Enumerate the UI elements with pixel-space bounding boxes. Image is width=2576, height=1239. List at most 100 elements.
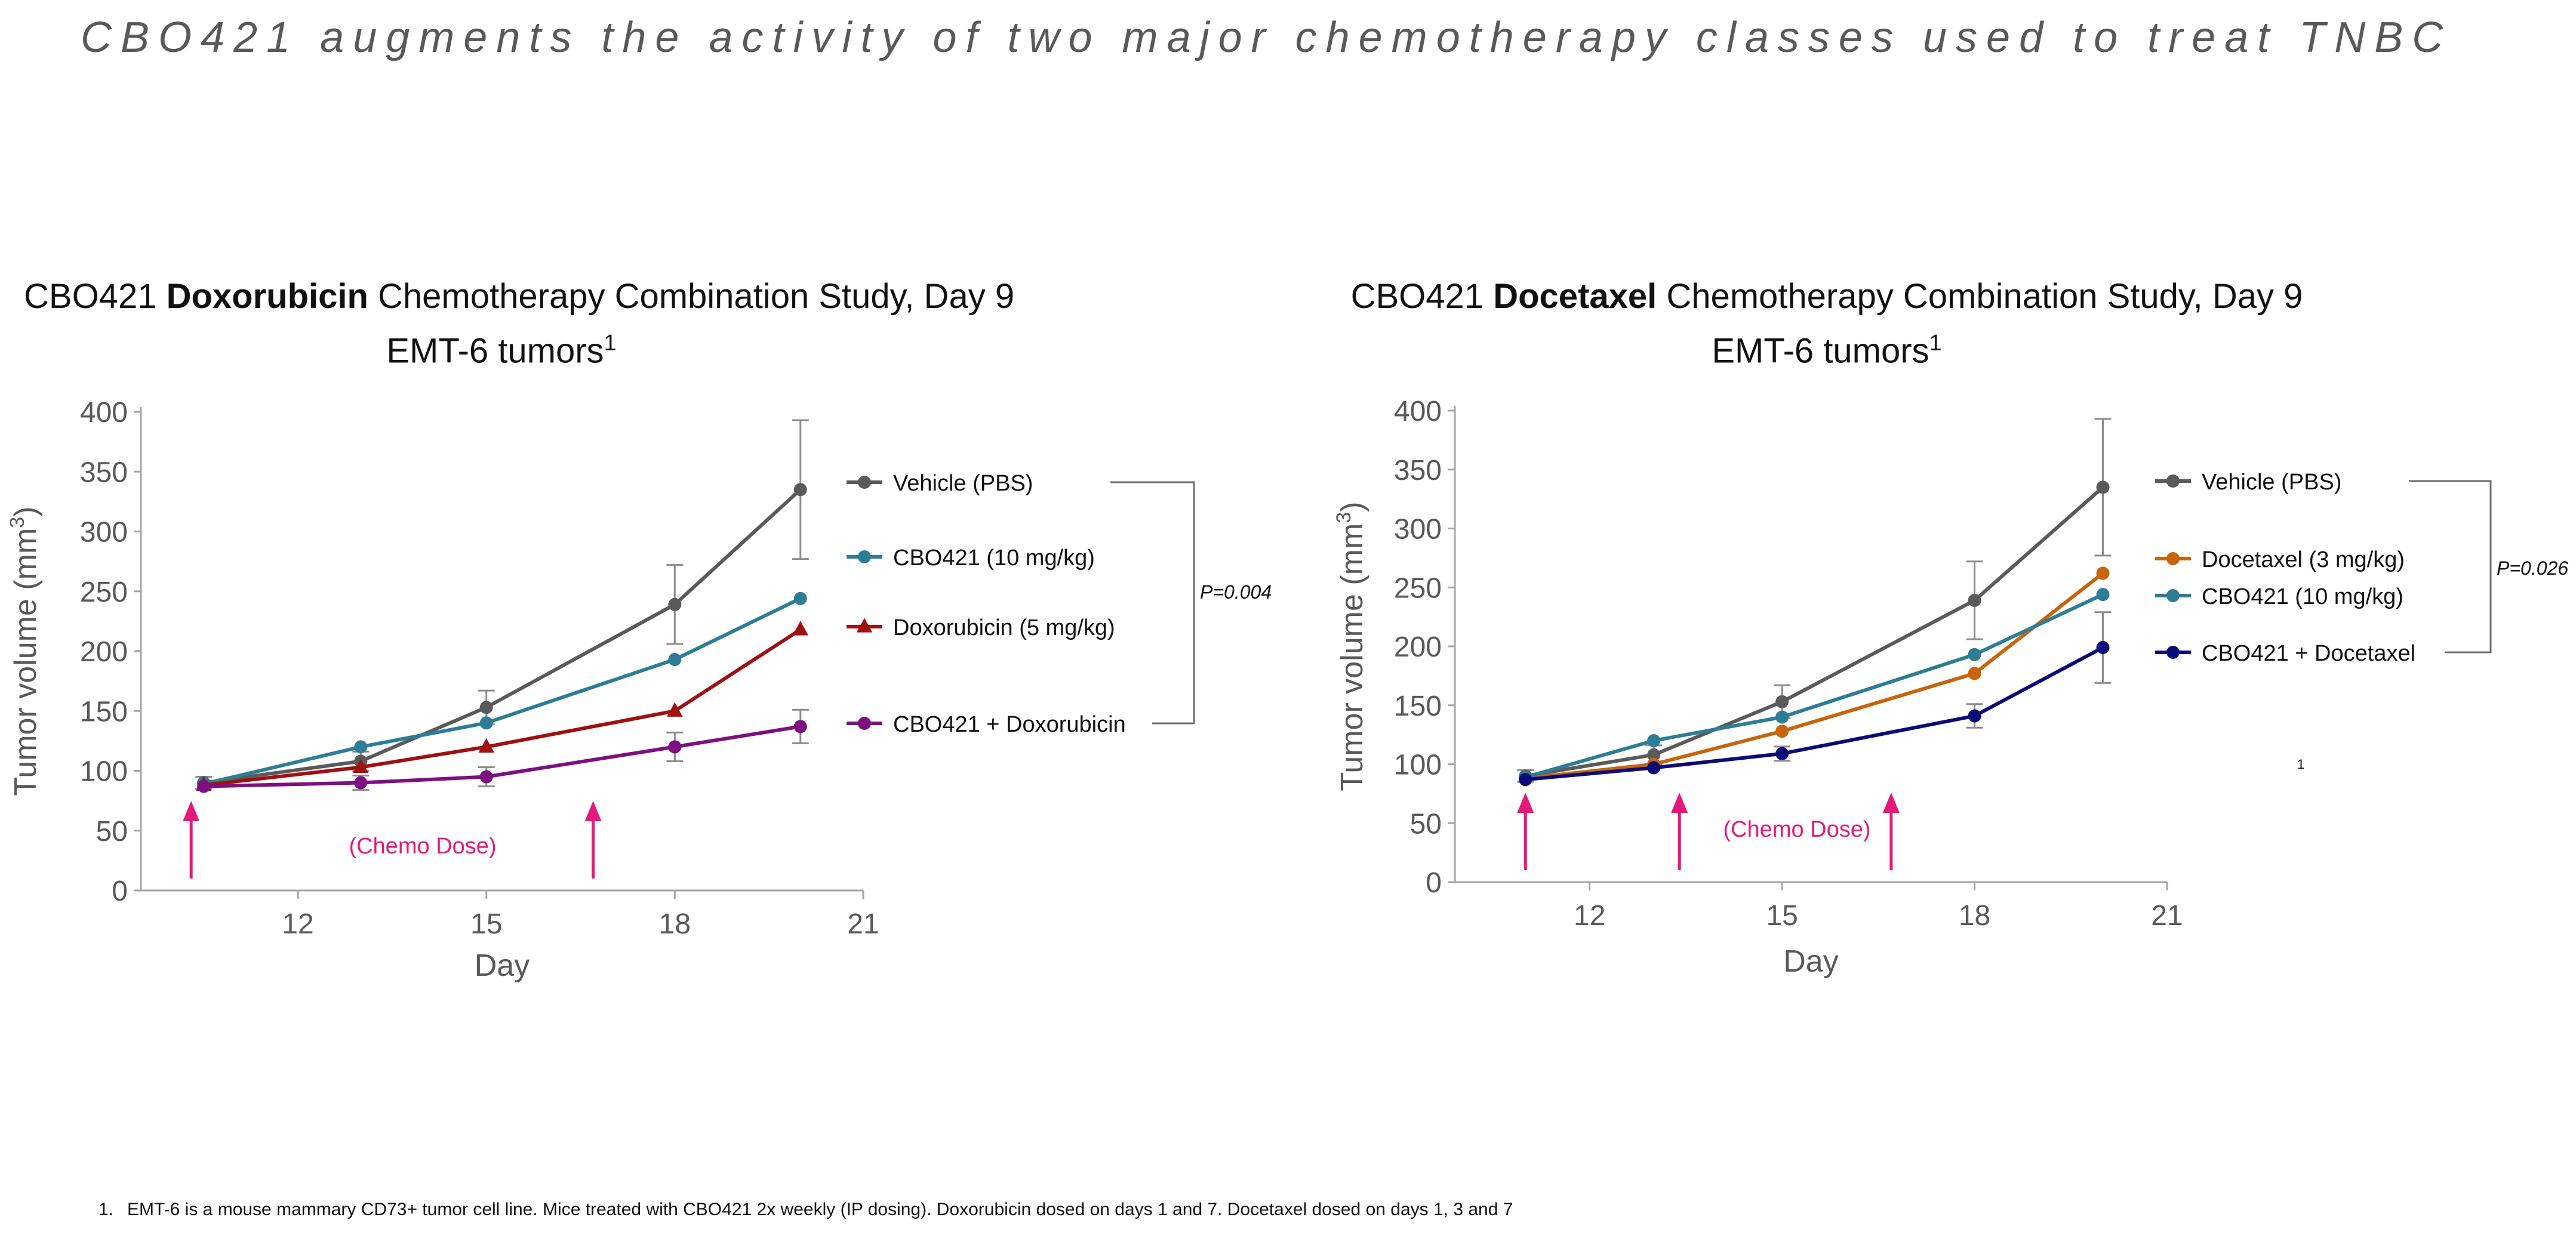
chart-1-y-tick-label: 100 bbox=[80, 756, 128, 788]
chart-1-dose-arrow-head bbox=[584, 801, 602, 821]
chart-1-series-1-point bbox=[479, 701, 493, 714]
chart-2-x-tick-label: 21 bbox=[2151, 900, 2183, 932]
chart-2-series-4-point bbox=[1519, 773, 1532, 787]
chart-1-series-4-point bbox=[668, 740, 682, 754]
chart-2-y-tick-label: 100 bbox=[1394, 750, 1442, 781]
chart-2-dose-arrow-head bbox=[1517, 793, 1534, 813]
footnote-number: 1. bbox=[99, 1200, 114, 1219]
chart-2-title-pre: CBO421 bbox=[1350, 277, 1494, 316]
chart-1-series-3-point bbox=[353, 758, 369, 773]
chart-1-series-1-point bbox=[793, 483, 807, 497]
chart-2-y-tick-label: 350 bbox=[1394, 455, 1442, 486]
chart-2-series-4-point bbox=[2096, 640, 2110, 654]
chart-1-title-bold: Doxorubicin bbox=[166, 277, 368, 316]
chart-1-subtitle: EMT-6 tumors bbox=[386, 331, 604, 371]
chart-1-y-axis-label-sup: 3 bbox=[6, 517, 29, 528]
chart-1-series-3-point bbox=[792, 621, 808, 636]
chart-1-y-axis-label-main: Tumor volume (mm bbox=[8, 528, 43, 796]
chart-1-y-tick-label: 400 bbox=[80, 397, 128, 429]
chart-2-y-tick-label: 250 bbox=[1394, 572, 1442, 604]
chart-2-legend-marker-2 bbox=[2166, 552, 2180, 565]
chart-2-x-axis-label: Day bbox=[1783, 944, 1838, 979]
chart-2-y-tick-label: 200 bbox=[1394, 631, 1442, 663]
chart-1-y-tick-label: 250 bbox=[80, 577, 128, 608]
page-title: CBO421 augments the activity of two majo… bbox=[81, 14, 2452, 61]
chart-2-y-axis-label-main: Tumor volume (mm bbox=[1335, 523, 1369, 791]
chart-1-p-value: P=0.004 bbox=[1200, 581, 1272, 603]
chart-2-series-3-point bbox=[2096, 588, 2110, 602]
chart-2-y-tick-label: 150 bbox=[1394, 691, 1442, 722]
chart-1-y-tick-label: 350 bbox=[80, 457, 128, 488]
chart-1-x-tick-label: 12 bbox=[282, 908, 313, 940]
chart-2-y-tick-label: 400 bbox=[1394, 396, 1442, 427]
chart-1-doxorubicin: 0 50 100 150 200 250 300 350 400 12 15 18 21 Day Tumor… bbox=[6, 397, 1272, 983]
chart-1-y-tick-label: 0 bbox=[112, 876, 128, 907]
chart-1-y-tick-label: 50 bbox=[96, 816, 128, 847]
chart-1-series-2-point bbox=[668, 653, 682, 667]
chart-2-series-4-point bbox=[1968, 709, 1981, 723]
chart-1-series-2-point bbox=[479, 716, 493, 730]
chart-2-series-4-point bbox=[1647, 761, 1661, 775]
chart-2-p-value: P=0.026 bbox=[2497, 557, 2568, 579]
chart-2-series-2-point bbox=[1775, 725, 1789, 738]
chart-2-dose-label: (Chemo Dose) bbox=[1723, 817, 1870, 842]
chart-2-series-line-1 bbox=[1525, 486, 2104, 778]
chart-1-x-tick-label: 15 bbox=[470, 908, 502, 940]
chart-2-y-axis-label-sup: 3 bbox=[1332, 512, 1355, 523]
chart-2-dose-arrow-head bbox=[1671, 793, 1688, 813]
chart-2-x-tick-label: 12 bbox=[1574, 900, 1605, 932]
chart-1-series-2-point bbox=[354, 740, 368, 754]
chart-1-legend-label-3: Doxorubicin (5 mg/kg) bbox=[893, 615, 1115, 640]
chart-2-legend-label-4: CBO421 + Docetaxel bbox=[2202, 641, 2415, 666]
chart-2-title-bold: Docetaxel bbox=[1493, 277, 1657, 316]
chart-2-series-2-point bbox=[2096, 566, 2110, 580]
chart-1-title: CBO421 Doxorubicin Chemotherapy Combinat… bbox=[24, 273, 1014, 374]
chart-1-series-2-point bbox=[793, 591, 807, 605]
chart-2-legend-label-3: CBO421 (10 mg/kg) bbox=[2202, 584, 2403, 609]
chart-2-title-post: Chemotherapy Combination Study, Day 9 bbox=[1657, 277, 2303, 316]
chart-1-significance-bracket bbox=[1110, 481, 1195, 725]
chart-2-y-axis-label-post: ) bbox=[1335, 501, 1369, 511]
chart-1-y-axis-label-post: ) bbox=[8, 506, 43, 516]
footnote-text: EMT-6 is a mouse mammary CD73+ tumor cel… bbox=[127, 1200, 1513, 1219]
chart-2-significance-bracket bbox=[2409, 480, 2492, 654]
chart-1-dose-label: (Chemo Dose) bbox=[349, 834, 496, 859]
chart-1-title-pre: CBO421 bbox=[24, 277, 167, 316]
chart-2-series-2-point bbox=[1968, 667, 1981, 680]
chart-1-title-post: Chemotherapy Combination Study, Day 9 bbox=[368, 277, 1015, 316]
chart-1-legend-marker-2 bbox=[858, 550, 871, 563]
chart-2-stray-label: 1 bbox=[2297, 757, 2304, 772]
chart-1-legend-label-2: CBO421 (10 mg/kg) bbox=[893, 545, 1095, 571]
chart-2-y-axis-label: Tumor volume (mm3) bbox=[1332, 501, 1369, 791]
chart-2-y-tick-label: 300 bbox=[1394, 514, 1442, 545]
chart-2-legend-label-1: Vehicle (PBS) bbox=[2202, 470, 2341, 495]
chart-2-x-tick-label: 18 bbox=[1959, 900, 1990, 932]
chart-1-series-1-point bbox=[668, 597, 682, 611]
chart-2-subtitle: EMT-6 tumors bbox=[1712, 331, 1929, 371]
chart-2-series-3-point bbox=[1968, 648, 1981, 661]
chart-2-legend-marker-3 bbox=[2166, 589, 2180, 602]
chart-1-subtitle-sup: 1 bbox=[604, 331, 617, 356]
chart-2-series-1-point bbox=[1647, 748, 1661, 762]
chart-1-legend-marker-1 bbox=[858, 476, 871, 489]
chart-1-y-tick-label: 300 bbox=[80, 517, 128, 548]
chart-1-x-tick-label: 21 bbox=[847, 908, 879, 940]
chart-1-series-4-point bbox=[793, 720, 807, 733]
chart-2-series-4-point bbox=[1775, 747, 1789, 760]
chart-2-series-line-4 bbox=[1525, 646, 2104, 782]
chart-2-subtitle-sup: 1 bbox=[1929, 331, 1942, 356]
chart-1-legend-marker-3 bbox=[856, 618, 873, 633]
chart-2-legend-marker-4 bbox=[2166, 646, 2180, 659]
chart-1-series-4-point bbox=[354, 776, 368, 790]
chart-2-y-tick-label: 50 bbox=[1410, 808, 1442, 840]
chart-2-title: CBO421 Docetaxel Chemotherapy Combinatio… bbox=[1349, 273, 2304, 374]
chart-2-legend-label-2: Docetaxel (3 mg/kg) bbox=[2202, 547, 2405, 572]
chart-2-legend-marker-1 bbox=[2166, 474, 2180, 488]
chart-2-docetaxel: 0 50 100 150 200 250 300 350 400 12 15 18 21 Day Tumor… bbox=[1332, 396, 2568, 979]
chart-1-dose-arrow-head bbox=[183, 801, 200, 821]
chart-1-series-3-point bbox=[478, 738, 494, 753]
chart-1-series-3-point bbox=[667, 702, 683, 717]
chart-2-y-tick-label: 0 bbox=[1426, 867, 1442, 899]
chart-2-x-tick-label: 15 bbox=[1766, 900, 1798, 932]
chart-2-series-1-point bbox=[1775, 695, 1789, 708]
